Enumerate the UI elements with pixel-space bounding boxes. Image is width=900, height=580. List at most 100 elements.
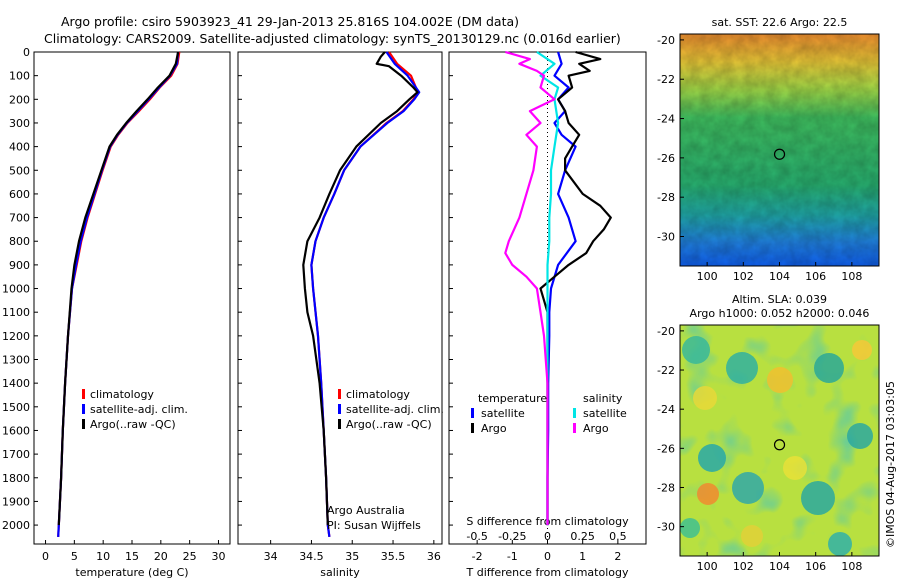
legend-swatch [573,423,576,433]
legend-swatch [338,404,341,414]
x-axis-label: salinity [320,566,360,579]
legend-group-title: temperature [478,392,547,405]
x-axis-label: temperature (deg C) [75,566,188,579]
x-tick-label: 2 [614,550,621,563]
y-tick-label: -20 [657,325,675,338]
x-tick-label: 104 [769,270,790,283]
series-line-argo-raw-qc- [57,51,180,526]
legend-swatch [573,408,576,418]
x-tick-label: 1 [579,550,586,563]
legend-swatch [82,389,85,399]
y-tick-label: 300 [9,117,30,130]
sst-map [680,34,879,266]
y-tick-label: 1600 [2,424,30,437]
legend-swatch [82,419,85,429]
y-tick-label: -22 [657,364,675,377]
x-tick-label: 104 [769,560,790,573]
legend-label: satellite [583,407,627,420]
x-tick-label: -1 [507,550,518,563]
series-line-salinity-argo [504,50,556,526]
sla-map [680,325,879,556]
top-axis-tick-label: -0.25 [498,530,526,543]
legend-group-title: salinity [583,392,623,405]
x-tick-label: 20 [154,550,168,563]
plot-frame [237,51,443,545]
y-tick-label: 0 [23,46,30,59]
y-tick-label: 1800 [2,472,30,485]
map-title: Argo h1000: 0.052 h2000: 0.046 [690,307,870,320]
y-tick-label: -28 [657,481,675,494]
sla-heatmap-texture [680,325,879,556]
legend-label: satellite-adj. clim. [346,403,444,416]
x-tick-label: 0 [42,550,49,563]
legend-label: Argo [481,422,507,435]
x-tick-label: 25 [183,550,197,563]
y-tick-label: 800 [9,235,30,248]
y-tick-label: 700 [9,212,30,225]
sla-anomaly-blob [697,483,719,505]
sla-anomaly-blob [767,367,793,393]
sla-anomaly-blob [732,472,764,504]
profile-panel-1: 0100200300400500600700800900100011001200… [2,46,231,579]
y-tick-label: 1400 [2,377,30,390]
figure-title-line1: Argo profile: csiro 5903923_41 29-Jan-20… [61,14,520,29]
legend-label: Argo [583,422,609,435]
series-line-satellite-adj-clim- [310,51,421,538]
legend-swatch [471,408,474,418]
top-axis-tick-label: 0.25 [570,530,595,543]
legend-label: Argo(..raw -QC) [346,418,432,431]
annotation-text: Argo Australia [327,504,405,517]
x-tick-label: 30 [211,550,225,563]
series-line-argo-raw-qc- [302,51,419,526]
map-panel-2: 100 102 104 106 108 -20 -22 -24 -26 -28 -30 Altim. … [657,293,880,573]
legend-swatch [82,404,85,414]
sla-anomaly-blob [741,525,763,547]
x-tick-label: 5 [71,550,78,563]
x-tick-label: 100 [697,560,718,573]
sst-heatmap-texture [680,34,879,266]
sla-anomaly-blob [698,444,726,472]
sla-anomaly-blob [693,386,717,410]
x-tick-label: 10 [96,550,110,563]
annotation-text: PI: Susan Wijffels [327,519,421,532]
y-tick-label: -26 [657,152,675,165]
x-tick-label: 108 [841,270,862,283]
x-tick-label: 0 [544,550,551,563]
x-tick-label: 34 [264,550,278,563]
sla-anomaly-blob [726,352,758,384]
x-tick-label: 15 [125,550,139,563]
sla-anomaly-blob [847,423,873,449]
sla-anomaly-blob [801,481,835,515]
y-tick-label: 1900 [2,495,30,508]
sla-anomaly-blob [682,336,710,364]
y-tick-label: 100 [9,70,30,83]
legend-label: satellite-adj. clim. [90,403,188,416]
y-tick-label: -30 [657,521,675,534]
x-axis-label: T difference from climatology [466,566,629,579]
y-tick-label: 900 [9,259,30,272]
sla-anomaly-blob [680,518,700,538]
y-tick-label: -26 [657,442,675,455]
map-title: sat. SST: 22.6 Argo: 22.5 [712,16,848,29]
y-tick-label: -30 [657,231,675,244]
argo-position-marker [773,148,786,160]
y-tick-label: 600 [9,188,30,201]
series-line-satellite-adj-clim- [57,51,180,537]
x-tick-label: 35.5 [381,550,406,563]
x-tick-label: 106 [805,270,826,283]
y-tick-label: -28 [657,191,675,204]
y-tick-label: 1200 [2,330,30,343]
top-axis-tick-label: 0 [544,530,551,543]
legend-label: climatology [346,388,410,401]
y-tick-label: 1000 [2,283,30,296]
profile-panel-2: 34 34.5 35 35.5 36 salinity climatology satelli… [237,51,444,579]
y-tick-label: 1100 [2,306,30,319]
y-tick-label: 2000 [2,519,30,532]
figure-title-line2: Climatology: CARS2009. Satellite-adjuste… [44,31,621,46]
x-tick-label: 108 [841,560,862,573]
x-tick-label: 102 [733,270,754,283]
x-tick-label: 35 [345,550,359,563]
sla-anomaly-blob [814,353,844,383]
